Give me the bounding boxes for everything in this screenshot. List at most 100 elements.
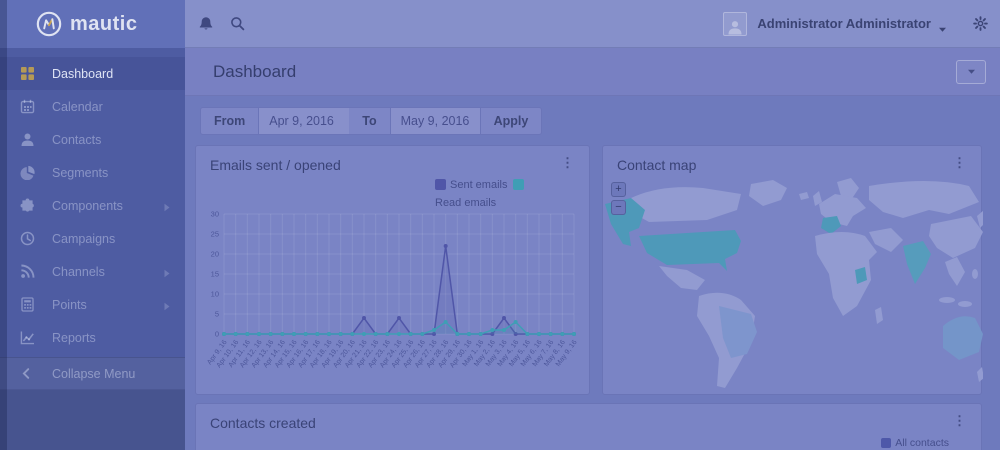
contacts-kebab-menu-icon[interactable]: ⋮	[953, 413, 966, 428]
sidebar-footer	[0, 390, 185, 450]
region-africa	[815, 232, 877, 316]
dashboard-options-button[interactable]	[956, 59, 986, 84]
calculator-icon	[20, 297, 35, 312]
region-indochina	[945, 257, 965, 286]
puzzle-icon	[20, 198, 35, 213]
collapse-menu-label: Collapse Menu	[52, 366, 136, 381]
calendar-icon	[20, 99, 35, 114]
country-madagascar	[875, 307, 883, 324]
sidebar-item-label: Dashboard	[52, 66, 114, 81]
country-greenland	[749, 180, 787, 206]
region-scandinavia	[837, 178, 859, 200]
collapse-menu-button[interactable]: Collapse Menu	[0, 357, 185, 390]
svg-text:5: 5	[215, 310, 219, 319]
date-to-input[interactable]	[389, 107, 480, 135]
caret-down-icon	[938, 20, 947, 32]
emails-panel: Emails sent / opened ⋮ Sent emailsRead e…	[195, 145, 590, 395]
apply-button[interactable]: Apply	[479, 107, 543, 135]
country-japan	[977, 210, 983, 228]
mautic-logo[interactable]: mautic	[0, 0, 185, 48]
legend-sent-emails[interactable]: Sent emails	[435, 179, 507, 191]
date-range-filter: From To Apply	[200, 107, 543, 135]
map-land	[605, 178, 983, 388]
legend-all-contacts[interactable]: All contacts	[881, 437, 949, 449]
main-area: Administrator Administrator Dashboard Fr…	[185, 0, 1000, 450]
country-france	[821, 216, 841, 234]
mautic-logo-icon	[36, 11, 62, 37]
emails-kebab-menu-icon[interactable]: ⋮	[561, 155, 574, 170]
pie-icon	[20, 165, 35, 180]
grid-icon	[20, 66, 35, 81]
settings-gear-icon[interactable]	[973, 16, 988, 31]
sidebar-item-label: Contacts	[52, 132, 102, 147]
emails-chart-legend: Sent emailsRead emails	[435, 177, 539, 212]
country-brazil	[719, 306, 757, 358]
country-australia	[943, 316, 983, 360]
search-icon[interactable]	[230, 16, 246, 32]
sidebar-item-reports[interactable]: Reports	[0, 321, 185, 354]
svg-text:15: 15	[211, 270, 219, 279]
country-usa	[639, 230, 741, 271]
rss-icon	[20, 264, 35, 279]
map-kebab-menu-icon[interactable]: ⋮	[953, 155, 966, 170]
page-title: Dashboard	[213, 61, 297, 81]
sidebar-item-channels[interactable]: Channels	[0, 255, 185, 288]
legend-read-emails[interactable]: Read emails	[435, 179, 528, 209]
panels-row: Emails sent / opened ⋮ Sent emailsRead e…	[195, 145, 983, 395]
world-map[interactable]	[603, 178, 983, 394]
contacts-created-panel: Contacts created ⋮ All contacts	[195, 403, 982, 450]
country-new-zealand	[977, 367, 983, 382]
map-zoom-out-button[interactable]: −	[611, 200, 626, 215]
read-emails-swatch	[513, 179, 525, 190]
contacts-created-title: Contacts created	[210, 415, 316, 431]
sidebar-item-label: Reports	[52, 330, 96, 345]
user-icon	[20, 132, 35, 147]
svg-text:10: 10	[211, 290, 219, 299]
map-zoom-controls: + −	[611, 182, 626, 215]
sidebar-item-components[interactable]: Components	[0, 189, 185, 222]
country-russia	[869, 181, 979, 218]
page-header: Dashboard	[185, 48, 1000, 96]
country-kenya	[855, 267, 867, 284]
chevron-left-icon	[20, 367, 33, 380]
sent-emails-swatch	[435, 179, 446, 190]
from-label: From	[200, 107, 260, 135]
chevron-right-icon	[163, 267, 171, 278]
sidebar-item-label: Channels	[52, 264, 105, 279]
chevron-right-icon	[163, 201, 171, 212]
sidebar-item-points[interactable]: Points	[0, 288, 185, 321]
sidebar-item-label: Segments	[52, 165, 109, 180]
sidebar-item-segments[interactable]: Segments	[0, 156, 185, 189]
map-zoom-in-button[interactable]: +	[611, 182, 626, 197]
svg-text:30: 30	[211, 210, 219, 219]
to-label: To	[349, 107, 390, 135]
country-china	[929, 216, 983, 258]
svg-text:25: 25	[211, 230, 219, 239]
user-menu[interactable]: Administrator Administrator	[723, 11, 947, 36]
chevron-right-icon	[163, 300, 171, 311]
sidebar-item-label: Points	[52, 297, 87, 312]
sidebar-item-campaigns[interactable]: Campaigns	[0, 222, 185, 255]
region-indonesia	[939, 297, 955, 303]
sidebar-item-label: Components	[52, 198, 123, 213]
svg-text:0: 0	[215, 330, 219, 339]
sidebar-item-label: Calendar	[52, 99, 103, 114]
brand-name: mautic	[70, 12, 138, 35]
all-contacts-swatch	[881, 438, 892, 448]
dashboard-content: From To Apply Emails sent / opened ⋮ Sen…	[185, 96, 1000, 450]
sidebar: mautic Dashboard Calendar Contacts Segments…	[0, 0, 185, 450]
sidebar-item-contacts[interactable]: Contacts	[0, 123, 185, 156]
notifications-bell-icon[interactable]	[198, 16, 214, 32]
country-mexico	[659, 266, 705, 290]
user-name: Administrator Administrator	[757, 16, 931, 31]
sidebar-item-calendar[interactable]: Calendar	[0, 90, 185, 123]
caret-down-icon	[967, 69, 975, 74]
sidebar-item-dashboard[interactable]: Dashboard	[0, 57, 185, 90]
date-from-input[interactable]	[259, 107, 350, 135]
country-philippines	[972, 269, 978, 279]
country-iceland	[799, 192, 809, 200]
svg-text:20: 20	[211, 250, 219, 259]
region-middle-east	[869, 228, 903, 252]
emails-panel-title: Emails sent / opened	[210, 157, 341, 173]
country-india	[903, 241, 931, 284]
